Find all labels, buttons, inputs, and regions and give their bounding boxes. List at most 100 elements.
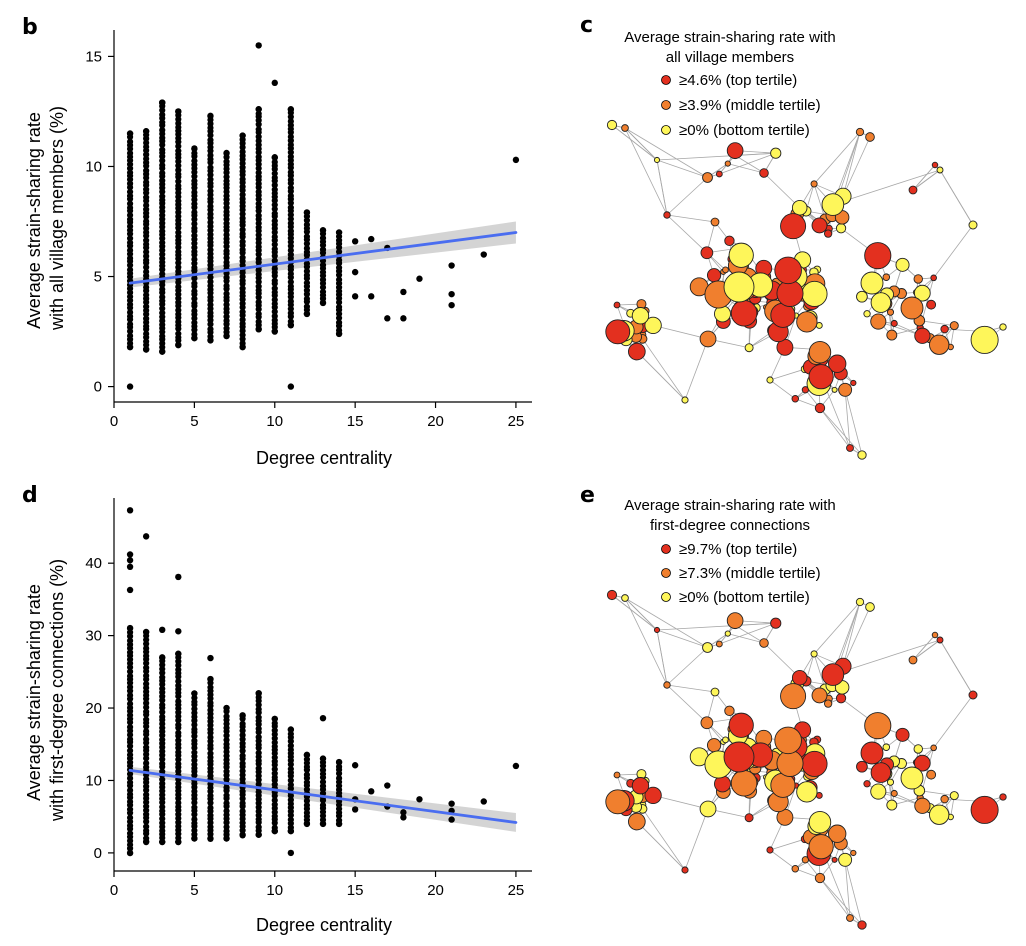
data-point — [126, 751, 134, 759]
data-point — [271, 296, 278, 303]
data-point — [126, 212, 134, 219]
data-point — [287, 726, 295, 733]
data-point — [207, 219, 214, 226]
trend-line — [128, 231, 518, 285]
network-edge — [933, 224, 974, 279]
network-node — [700, 716, 714, 730]
network-node — [723, 271, 755, 303]
data-point — [142, 128, 150, 135]
data-point — [319, 802, 327, 809]
network-node — [653, 626, 661, 634]
data-point — [255, 106, 262, 113]
network-edge — [844, 389, 863, 456]
data-point — [175, 264, 182, 271]
network-node — [913, 744, 923, 754]
network-node — [949, 321, 959, 331]
network-node — [606, 119, 618, 131]
network-node — [886, 329, 898, 341]
data-point — [143, 791, 150, 798]
data-point — [175, 760, 182, 768]
data-point — [143, 194, 150, 201]
network-edge — [656, 159, 668, 216]
data-point — [335, 763, 343, 770]
network-node — [850, 379, 857, 387]
data-point — [191, 334, 198, 342]
data-point — [400, 814, 407, 821]
data-point — [335, 759, 343, 766]
network-edge — [819, 877, 851, 919]
data-point — [207, 750, 214, 757]
data-point — [368, 293, 375, 300]
data-point — [143, 202, 150, 209]
data-point — [126, 551, 134, 558]
data-point — [239, 254, 246, 261]
network-node — [774, 256, 802, 285]
y-tick-label: 10 — [85, 158, 102, 175]
network-node — [808, 834, 834, 860]
network-node — [838, 852, 853, 867]
data-point — [303, 797, 311, 804]
data-point — [271, 217, 278, 225]
data-point — [126, 830, 134, 837]
data-point — [335, 229, 343, 236]
network-node — [724, 705, 735, 717]
network-node — [621, 124, 629, 132]
data-point — [287, 383, 295, 390]
network-edge — [727, 633, 765, 644]
data-point — [239, 760, 246, 767]
data-point — [159, 760, 166, 767]
data-point — [255, 733, 262, 741]
data-point — [223, 173, 230, 181]
data-point — [271, 201, 278, 208]
data-point — [191, 225, 198, 232]
network-node — [644, 316, 662, 335]
network-edge — [919, 790, 955, 797]
network-node — [814, 872, 826, 884]
y-axis-label: Average strain-sharing rate with first-d… — [24, 559, 67, 822]
data-point — [255, 318, 262, 325]
network-node — [846, 914, 854, 922]
data-point — [175, 341, 182, 348]
data-point — [255, 326, 262, 333]
data-point — [126, 239, 134, 246]
data-point — [368, 235, 375, 243]
network-node — [653, 156, 661, 164]
network-edge — [842, 606, 871, 667]
data-point — [303, 802, 311, 809]
legend-item-middle: ≥3.9% (middle tertile) — [679, 97, 821, 114]
network-node — [766, 376, 774, 384]
data-point — [143, 237, 150, 244]
data-point — [255, 725, 262, 732]
data-point — [207, 274, 214, 281]
network-node — [864, 712, 892, 740]
data-point — [239, 800, 246, 807]
network-edge — [624, 597, 668, 686]
network-node — [835, 693, 847, 704]
data-point — [191, 726, 198, 733]
data-point — [303, 779, 311, 786]
data-point — [175, 678, 182, 685]
data-point — [143, 744, 150, 751]
data-point — [287, 118, 294, 125]
data-point — [126, 200, 134, 207]
data-point — [159, 819, 166, 827]
data-point — [287, 251, 294, 258]
data-point — [207, 325, 214, 333]
data-point — [143, 248, 150, 256]
data-point — [191, 804, 198, 811]
network-node — [722, 736, 729, 744]
panel-label-b: b — [22, 15, 38, 40]
network-node — [929, 334, 950, 355]
network-edge — [666, 214, 708, 254]
x-tick-label: 10 — [266, 882, 283, 899]
x-tick-label: 5 — [190, 882, 198, 899]
data-point — [191, 173, 198, 180]
data-point — [207, 675, 214, 683]
data-point — [271, 210, 278, 217]
data-point — [175, 197, 182, 205]
data-point — [126, 130, 134, 137]
data-point — [319, 288, 327, 296]
data-point — [303, 751, 311, 759]
data-point — [143, 186, 150, 193]
